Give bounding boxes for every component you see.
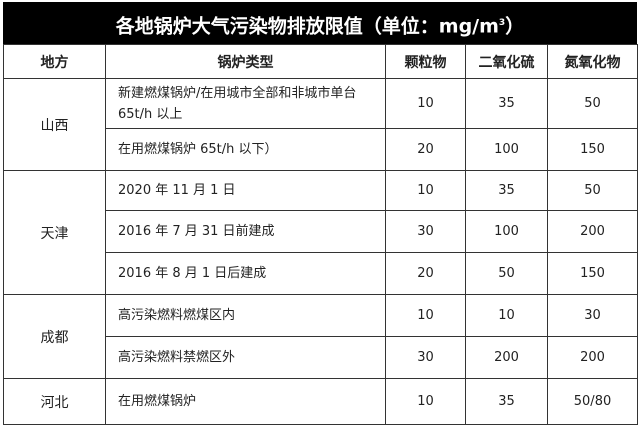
so2-cell: 10: [465, 294, 548, 337]
header-region: 地方: [3, 44, 106, 79]
nox-cell: 50: [547, 78, 638, 129]
title-superscript: 3: [498, 18, 506, 28]
emission-limits-table: 地方 锅炉类型 颗粒物 二氧化硫 氮氧化物 山西 新建燃煤锅炉/在用城市全部和非城…: [3, 44, 638, 425]
title-text: 各地锅炉大气污染物排放限值（单位：mg/m: [115, 15, 499, 38]
so2-cell: 100: [465, 210, 548, 253]
nox-cell: 30: [547, 294, 638, 337]
boiler-type-cell: 高污染燃料燃煤区内: [105, 294, 386, 337]
particulate-cell: 30: [385, 336, 466, 379]
region-cell: 山西: [3, 78, 106, 171]
table-row: 河北 在用燃煤锅炉 10 35 50/80: [3, 378, 638, 425]
nox-cell: 150: [547, 128, 638, 171]
emission-limits-table-container: 各地锅炉大气污染物排放限值（单位：mg/m3） 地方 锅炉类型 颗粒物 二氧化硫…: [3, 2, 638, 425]
table-row: 高污染燃料禁燃区外 30 200 200: [4, 336, 638, 379]
table-row: 山西 新建燃煤锅炉/在用城市全部和非城市单台 65t/h 以上 10 35 50: [3, 78, 638, 171]
boiler-type-cell: 高污染燃料禁燃区外: [105, 336, 386, 379]
header-boiler-type: 锅炉类型: [105, 44, 386, 79]
table-row: 天津 2020 年 11 月 1 日 10 35 50: [3, 170, 638, 295]
so2-cell: 50: [465, 252, 548, 295]
nox-cell: 200: [547, 210, 638, 253]
nox-cell: 50: [547, 170, 638, 211]
particulate-cell: 20: [385, 252, 466, 295]
so2-cell: 35: [465, 170, 548, 211]
title-end: ）: [505, 15, 525, 38]
header-row: 地方 锅炉类型 颗粒物 二氧化硫 氮氧化物: [3, 44, 638, 79]
boiler-type-cell: 在用燃煤锅炉: [105, 378, 386, 425]
region-cell: 天津: [3, 170, 106, 295]
table-row: 成都 高污染燃料燃煤区内 10 10 30: [3, 294, 638, 379]
particulate-cell: 30: [385, 210, 466, 253]
boiler-type-cell: 新建燃煤锅炉/在用城市全部和非城市单台 65t/h 以上: [105, 78, 386, 129]
region-cell: 成都: [3, 294, 106, 379]
so2-cell: 100: [465, 128, 548, 171]
table-title: 各地锅炉大气污染物排放限值（单位：mg/m3）: [3, 2, 637, 44]
boiler-type-cell: 2016 年 7 月 31 日前建成: [105, 210, 386, 253]
header-nox: 氮氧化物: [547, 44, 638, 79]
so2-cell: 35: [465, 78, 548, 129]
boiler-type-cell: 2016 年 8 月 1 日后建成: [105, 252, 386, 295]
particulate-cell: 10: [385, 294, 466, 337]
nox-cell: 150: [547, 252, 638, 295]
particulate-cell: 10: [385, 170, 466, 211]
so2-cell: 200: [465, 336, 548, 379]
header-particulate: 颗粒物: [385, 44, 466, 79]
so2-cell: 35: [465, 378, 548, 425]
particulate-cell: 10: [385, 378, 466, 425]
table-row: 2016 年 7 月 31 日前建成 30 100 200: [4, 210, 638, 253]
boiler-type-cell: 2020 年 11 月 1 日: [105, 170, 386, 211]
table-row: 在用燃煤锅炉 65t/h 以下） 20 100 150: [4, 128, 638, 171]
boiler-type-cell: 在用燃煤锅炉 65t/h 以下）: [105, 128, 386, 171]
nox-cell: 200: [547, 336, 638, 379]
table-row: 2016 年 8 月 1 日后建成 20 50 150: [4, 252, 638, 295]
region-cell: 河北: [3, 378, 106, 425]
particulate-cell: 20: [385, 128, 466, 171]
nox-cell: 50/80: [547, 378, 638, 425]
particulate-cell: 10: [385, 78, 466, 129]
header-so2: 二氧化硫: [465, 44, 548, 79]
